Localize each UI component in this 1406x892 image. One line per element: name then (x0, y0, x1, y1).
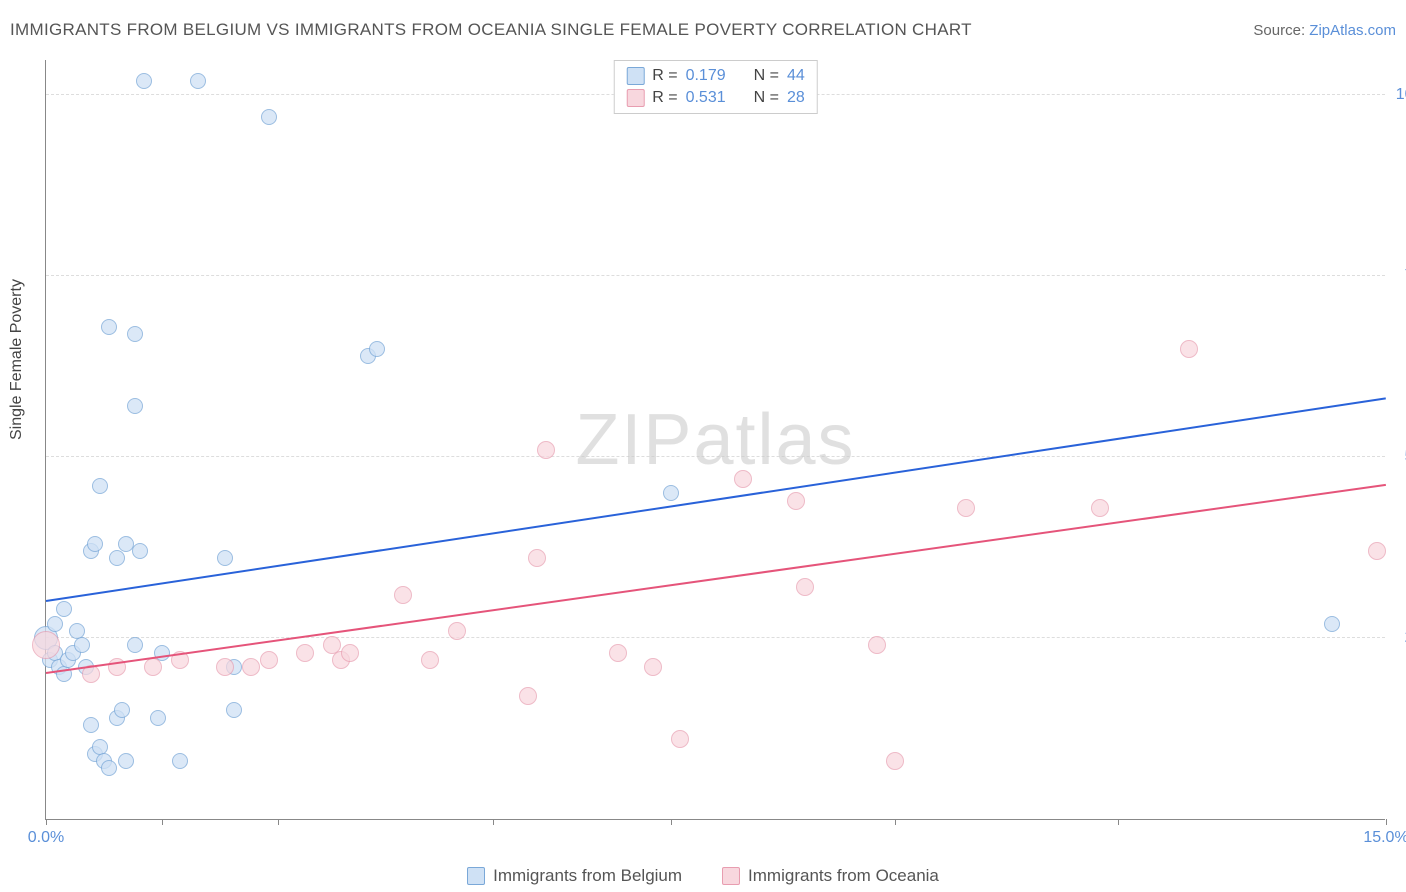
data-point (114, 702, 130, 718)
x-tick-label: 0.0% (28, 829, 64, 847)
y-tick-label: 25.0% (1390, 629, 1406, 647)
gridline (46, 637, 1385, 638)
data-point (609, 644, 627, 662)
data-point (734, 470, 752, 488)
trend-line (46, 397, 1386, 602)
data-point (47, 616, 63, 632)
data-point (421, 651, 439, 669)
data-point (32, 631, 60, 659)
data-point (56, 601, 72, 617)
legend-correlation-row: R = 0.531 N = 28 (626, 87, 805, 109)
chart-container: IMMIGRANTS FROM BELGIUM VS IMMIGRANTS FR… (0, 0, 1406, 892)
data-point (74, 637, 90, 653)
data-point (127, 637, 143, 653)
x-tick (895, 819, 896, 825)
x-tick (493, 819, 494, 825)
source-credit: Source: ZipAtlas.com (1253, 22, 1396, 39)
n-label: N = (754, 89, 779, 107)
data-point (341, 644, 359, 662)
data-point (868, 636, 886, 654)
title-bar: IMMIGRANTS FROM BELGIUM VS IMMIGRANTS FR… (10, 18, 1396, 42)
trend-line (46, 484, 1386, 674)
x-tick (46, 819, 47, 825)
legend-series: Immigrants from Belgium Immigrants from O… (0, 866, 1406, 886)
data-point (127, 326, 143, 342)
x-tick (162, 819, 163, 825)
legend-swatch (626, 89, 644, 107)
data-point (394, 586, 412, 604)
data-point (242, 658, 260, 676)
x-tick (1386, 819, 1387, 825)
data-point (83, 717, 99, 733)
data-point (1091, 499, 1109, 517)
data-point (101, 319, 117, 335)
data-point (369, 341, 385, 357)
data-point (519, 687, 537, 705)
data-point (109, 550, 125, 566)
legend-swatch (626, 67, 644, 85)
legend-correlation-box: R = 0.179 N = 44 R = 0.531 N = 28 (613, 60, 818, 114)
chart-title: IMMIGRANTS FROM BELGIUM VS IMMIGRANTS FR… (10, 20, 972, 40)
legend-series-item: Immigrants from Belgium (467, 866, 682, 886)
data-point (296, 644, 314, 662)
source-label: Source: (1253, 22, 1309, 39)
data-point (261, 109, 277, 125)
data-point (136, 73, 152, 89)
r-value: 0.531 (686, 89, 726, 107)
legend-series-label: Immigrants from Oceania (748, 866, 939, 886)
data-point (787, 492, 805, 510)
gridline (46, 275, 1385, 276)
data-point (150, 710, 166, 726)
y-tick-label: 75.0% (1390, 267, 1406, 285)
data-point (127, 398, 143, 414)
data-point (216, 658, 234, 676)
legend-series-label: Immigrants from Belgium (493, 866, 682, 886)
data-point (260, 651, 278, 669)
n-value: 44 (787, 67, 805, 85)
data-point (448, 622, 466, 640)
x-tick (671, 819, 672, 825)
data-point (118, 753, 134, 769)
data-point (132, 543, 148, 559)
legend-correlation-row: R = 0.179 N = 44 (626, 65, 805, 87)
data-point (663, 485, 679, 501)
source-link[interactable]: ZipAtlas.com (1309, 22, 1396, 39)
data-point (671, 730, 689, 748)
y-tick-label: 50.0% (1390, 448, 1406, 466)
x-tick (1118, 819, 1119, 825)
legend-series-item: Immigrants from Oceania (722, 866, 939, 886)
data-point (190, 73, 206, 89)
data-point (1368, 542, 1386, 560)
y-axis-label: Single Female Poverty (8, 279, 26, 440)
data-point (537, 441, 555, 459)
y-tick-label: 100.0% (1390, 86, 1406, 104)
data-point (226, 702, 242, 718)
r-value: 0.179 (686, 67, 726, 85)
x-tick-label: 15.0% (1363, 829, 1406, 847)
data-point (528, 549, 546, 567)
gridline (46, 456, 1385, 457)
legend-swatch (722, 867, 740, 885)
data-point (1180, 340, 1198, 358)
data-point (1324, 616, 1340, 632)
data-point (172, 753, 188, 769)
data-point (644, 658, 662, 676)
data-point (87, 536, 103, 552)
n-label: N = (754, 67, 779, 85)
data-point (217, 550, 233, 566)
n-value: 28 (787, 89, 805, 107)
x-tick (278, 819, 279, 825)
r-label: R = (652, 89, 677, 107)
data-point (92, 478, 108, 494)
legend-swatch (467, 867, 485, 885)
watermark: ZIPatlas (575, 399, 855, 481)
plot-area: ZIPatlas R =0.179N =44R =0.531N =28 25.0… (45, 60, 1385, 820)
data-point (101, 760, 117, 776)
data-point (144, 658, 162, 676)
r-label: R = (652, 67, 677, 85)
data-point (796, 578, 814, 596)
data-point (957, 499, 975, 517)
data-point (886, 752, 904, 770)
